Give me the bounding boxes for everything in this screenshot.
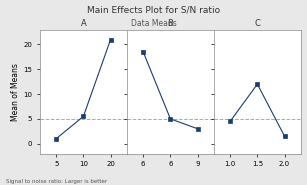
- Text: Data Means: Data Means: [130, 18, 177, 28]
- Text: C: C: [255, 19, 260, 28]
- Text: Signal to noise ratio: Larger is better: Signal to noise ratio: Larger is better: [6, 179, 107, 184]
- Text: Main Effects Plot for S/N ratio: Main Effects Plot for S/N ratio: [87, 6, 220, 15]
- Text: B: B: [167, 19, 173, 28]
- Text: A: A: [80, 19, 86, 28]
- Y-axis label: Mean of Means: Mean of Means: [11, 63, 21, 120]
